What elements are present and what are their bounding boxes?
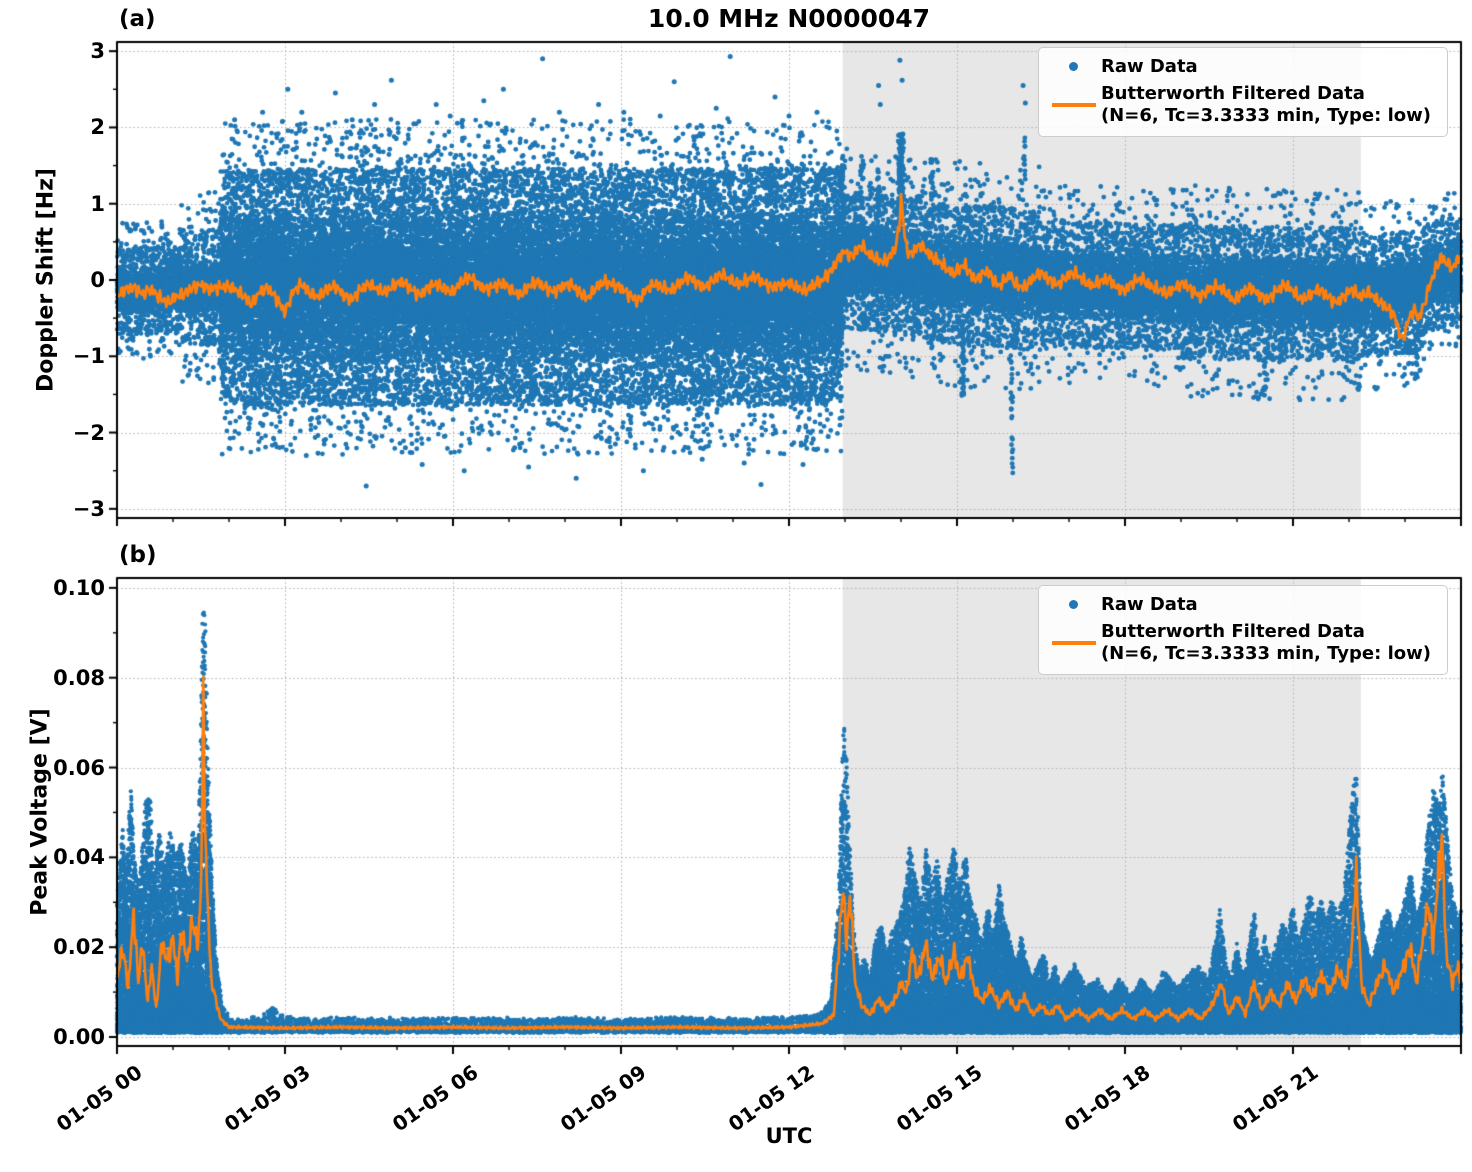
panel-a-y-tick-label: −1 (72, 344, 105, 369)
panel-a-y-tick-label: 1 (90, 191, 105, 216)
panel-b-y-tick-label: 0.04 (53, 845, 105, 870)
legend-filtered-label: Butterworth Filtered Data (N=6, Tc=3.333… (1101, 83, 1431, 127)
panel-a-legend: Raw Data Butterworth Filtered Data (N=6,… (1037, 47, 1448, 137)
panel-b-y-tick-label: 0.00 (53, 1025, 105, 1050)
filtered-data-marker (1047, 640, 1101, 645)
panel-b-y-tick-label: 0.02 (53, 935, 105, 960)
filtered-line-icon (1051, 102, 1096, 107)
chart-title: 10.0 MHz N0000047 (647, 4, 931, 33)
panel-a-y-tick-label: 2 (90, 115, 105, 140)
legend-filtered-row: Butterworth Filtered Data (N=6, Tc=3.333… (1047, 621, 1431, 665)
panel-a-y-axis-label: Doppler Shift [Hz] (33, 168, 59, 392)
panel-a-y-tick-label: 0 (90, 268, 105, 292)
filtered-data-marker (1047, 102, 1101, 107)
panel-b-y-tick-label: 0.10 (53, 575, 105, 600)
x-axis-label: UTC (765, 1124, 813, 1148)
panel-b-y-tick-label: 0.08 (53, 665, 105, 690)
legend-filtered-row: Butterworth Filtered Data (N=6, Tc=3.333… (1047, 83, 1431, 127)
legend-filtered-label-line2: (N=6, Tc=3.3333 min, Type: low) (1100, 642, 1431, 664)
raw-data-marker (1047, 600, 1101, 610)
panel-b-y-axis-label: Peak Voltage [V] (27, 708, 53, 916)
panel-a-y-tick-label: −2 (72, 420, 105, 445)
legend-raw-row: Raw Data (1047, 594, 1431, 616)
legend-raw-label: Raw Data (1100, 56, 1198, 77)
panel-a-y-tick-label: −3 (72, 496, 105, 521)
filtered-line-icon (1051, 640, 1096, 645)
panel-a-y-tick-label: 3 (90, 39, 105, 64)
raw-data-dot-icon (1069, 600, 1079, 610)
panel-b-y-tick-label: 0.06 (53, 755, 105, 780)
legend-raw-row: Raw Data (1047, 56, 1431, 78)
panel-a-label: (a) (119, 6, 156, 32)
panel-b-legend: Raw Data Butterworth Filtered Data (N=6,… (1037, 585, 1448, 675)
raw-data-dot-icon (1069, 62, 1079, 72)
legend-filtered-label: Butterworth Filtered Data (N=6, Tc=3.333… (1101, 621, 1431, 665)
panel-b-label: (b) (119, 542, 157, 568)
legend-filtered-label-line2: (N=6, Tc=3.3333 min, Type: low) (1100, 104, 1431, 126)
raw-data-marker (1047, 62, 1101, 72)
legend-filtered-label-line1: Butterworth Filtered Data (1100, 82, 1365, 104)
legend-raw-label: Raw Data (1100, 594, 1198, 615)
legend-filtered-label-line1: Butterworth Filtered Data (1100, 620, 1365, 642)
